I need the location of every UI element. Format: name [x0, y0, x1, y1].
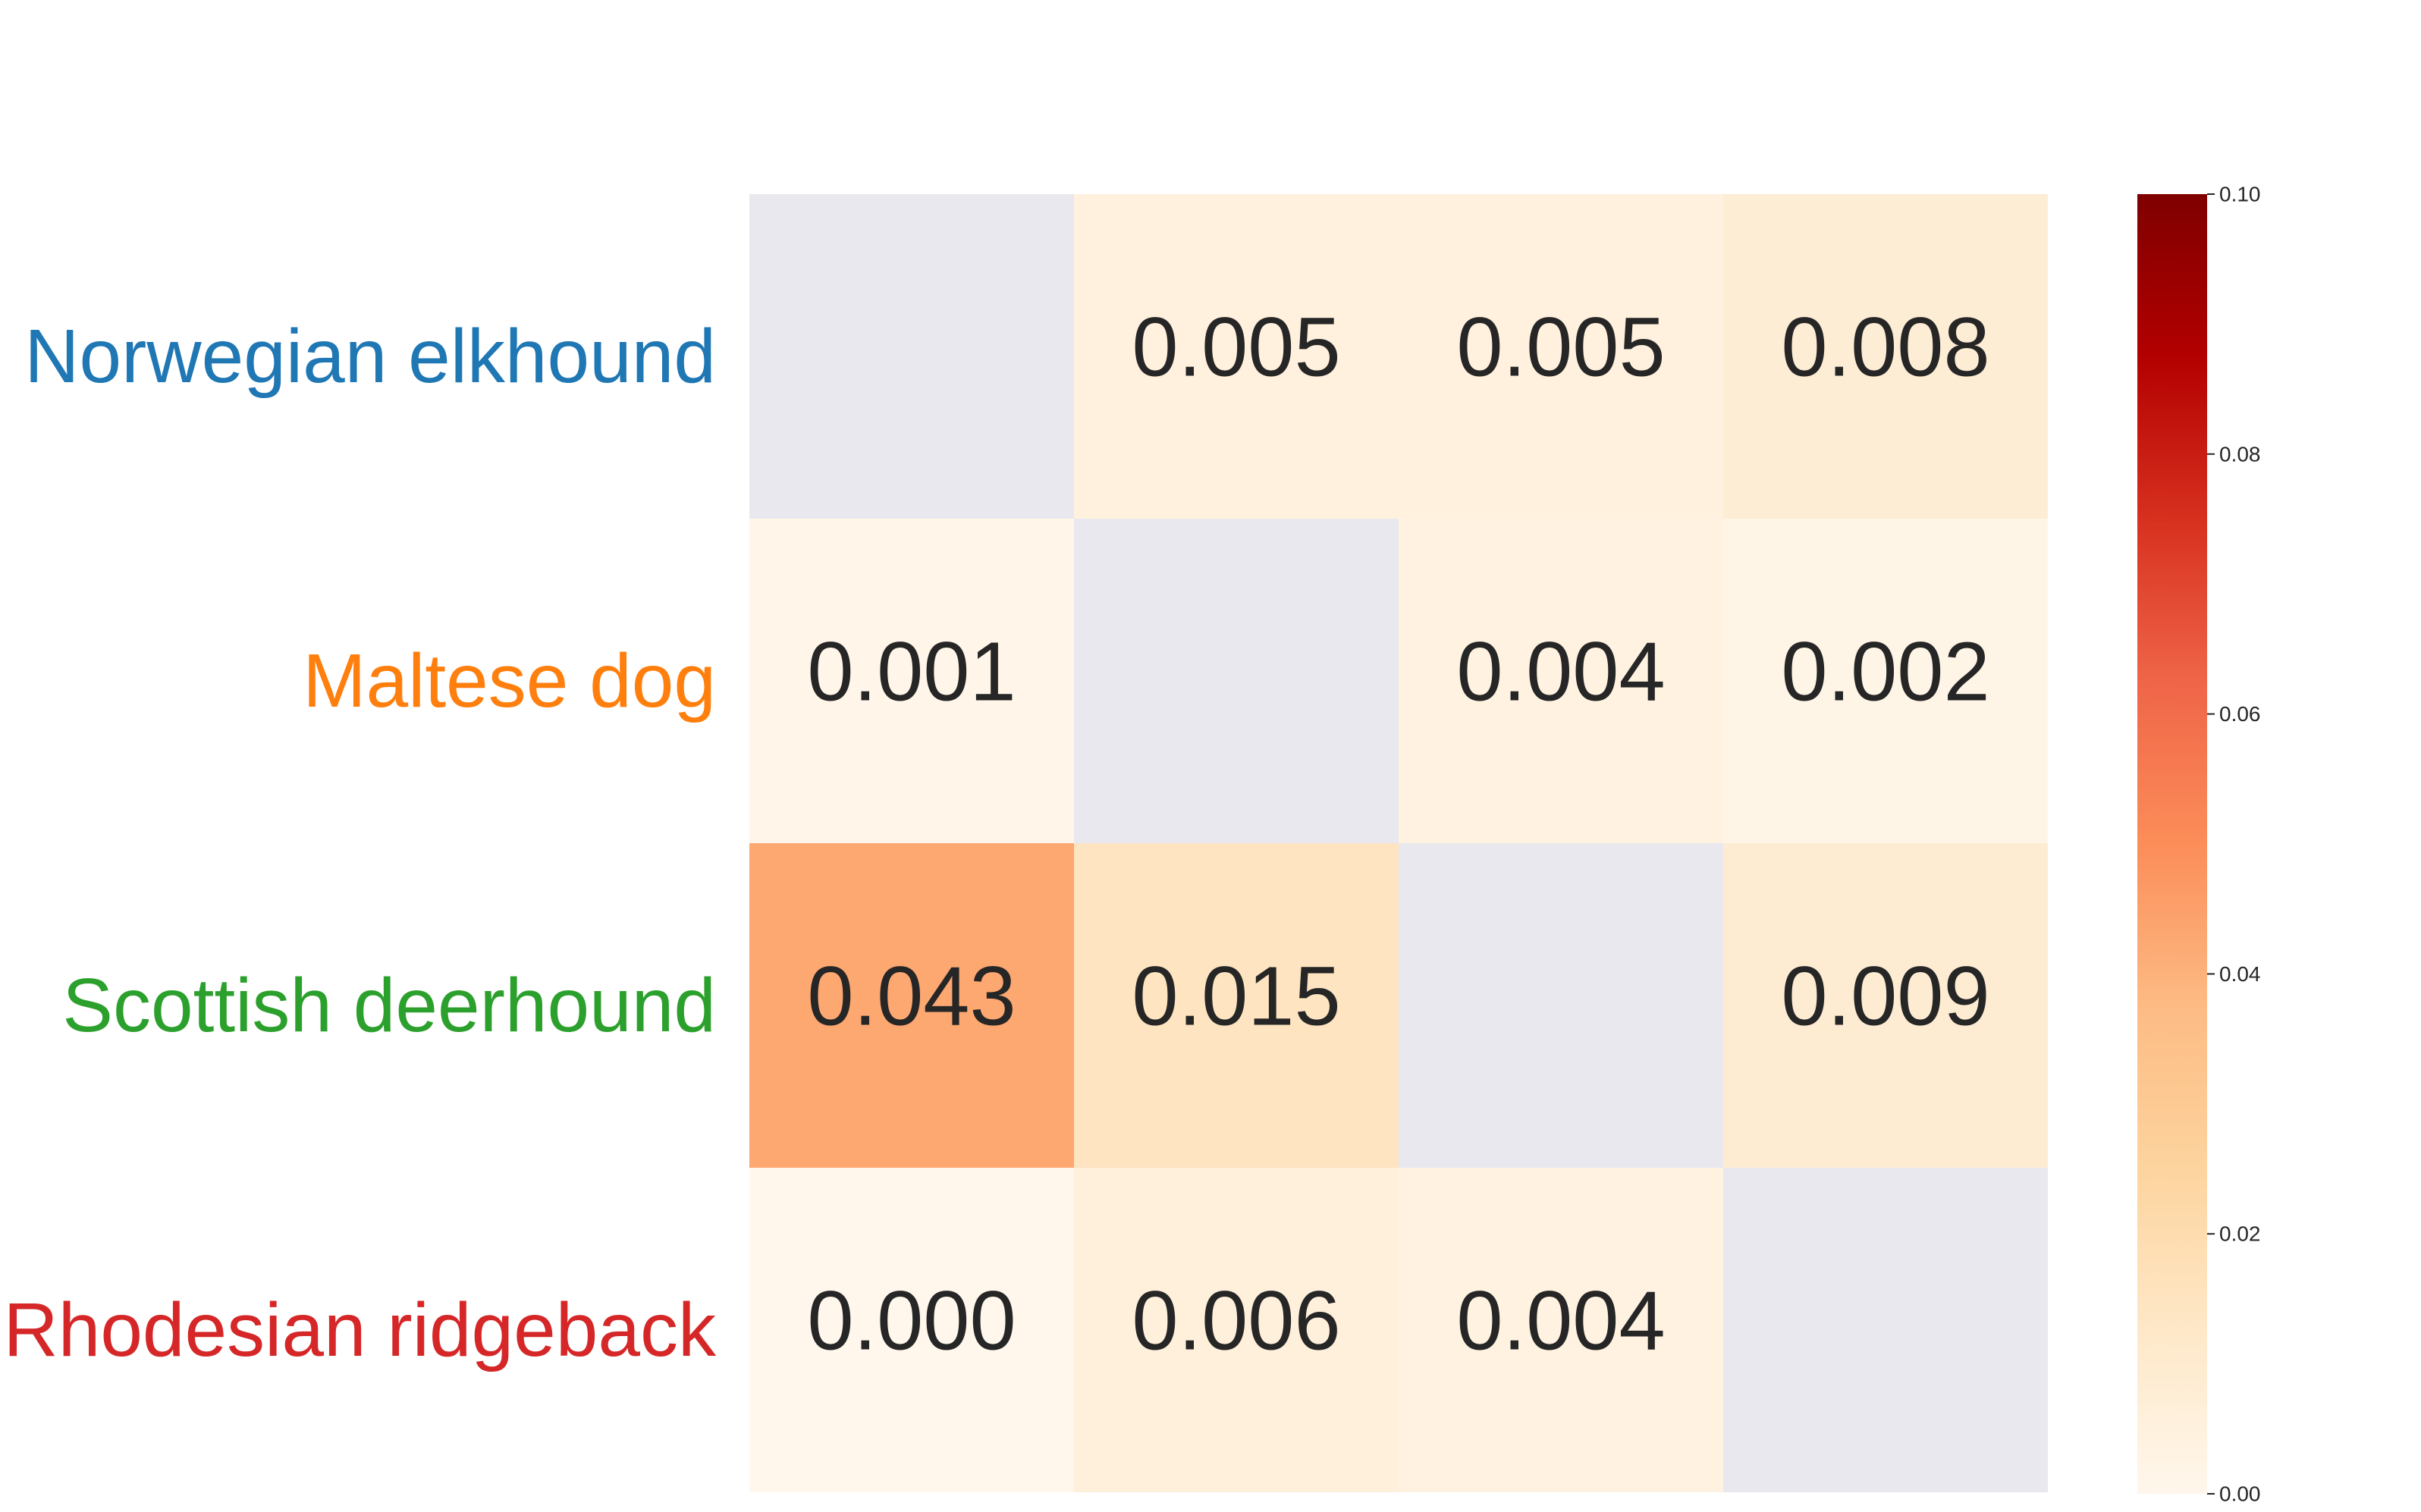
cell-value-label: 0.043 — [807, 950, 1016, 1043]
colorbar-tick-label: 0.00 — [2219, 1482, 2261, 1506]
colorbar-tick-label: 0.08 — [2219, 442, 2261, 466]
colorbar-tick-label: 0.02 — [2219, 1222, 2261, 1246]
heatmap-cell — [749, 1168, 1074, 1492]
heatmap-cell — [1723, 194, 2048, 519]
heatmap-cell — [1074, 194, 1399, 519]
row-label: Norwegian elkhound — [24, 314, 716, 399]
row-label: Scottish deerhound — [62, 963, 716, 1048]
cell-value-label: 0.015 — [1132, 950, 1340, 1043]
heatmap-cell — [1074, 843, 1399, 1168]
cell-value-label: 0.005 — [1132, 301, 1340, 394]
heatmap-cell — [1074, 1168, 1399, 1492]
heatmap-cell — [1399, 519, 1723, 843]
cell-value-label: 0.004 — [1456, 626, 1665, 719]
masked-cell — [1074, 519, 1399, 843]
cell-value-label: 0.001 — [807, 626, 1016, 719]
heatmap-cell — [1723, 843, 2048, 1168]
row-label: Rhodesian ridgeback — [3, 1288, 717, 1372]
colorbar-tick-label: 0.04 — [2219, 962, 2261, 986]
colorbar-tick-label: 0.10 — [2219, 183, 2261, 206]
colorbar-gradient — [2137, 194, 2207, 1494]
heatmap-cell — [749, 843, 1074, 1168]
cell-value-label: 0.004 — [1456, 1275, 1665, 1368]
cell-value-label: 0.008 — [1781, 301, 1989, 394]
cell-value-label: 0.000 — [807, 1275, 1016, 1368]
colorbar-tick-label: 0.06 — [2219, 702, 2261, 726]
masked-cell — [1399, 843, 1723, 1168]
row-labels: Norwegian elkhound Maltese dog Scottish de… — [3, 314, 717, 1372]
cell-value-label: 0.006 — [1132, 1275, 1340, 1368]
heatmap-cell — [1399, 1168, 1723, 1492]
cell-value-label: 0.009 — [1781, 950, 1989, 1043]
heatmap-cell — [1399, 194, 1723, 519]
heatmap-cell — [1723, 519, 2048, 843]
colorbar: 0.00 0.02 0.04 0.06 0.08 0.10 — [2137, 183, 2261, 1506]
masked-cell — [749, 194, 1074, 519]
cell-value-label: 0.002 — [1781, 626, 1989, 719]
cell-value-label: 0.005 — [1456, 301, 1665, 394]
masked-cell — [1723, 1168, 2048, 1492]
heatmap-cells: 0.005 0.005 0.008 0.001 0.004 0.002 0.043 0.015… — [749, 194, 2048, 1492]
row-label: Maltese dog — [303, 638, 716, 723]
heatmap-cell — [749, 519, 1074, 843]
